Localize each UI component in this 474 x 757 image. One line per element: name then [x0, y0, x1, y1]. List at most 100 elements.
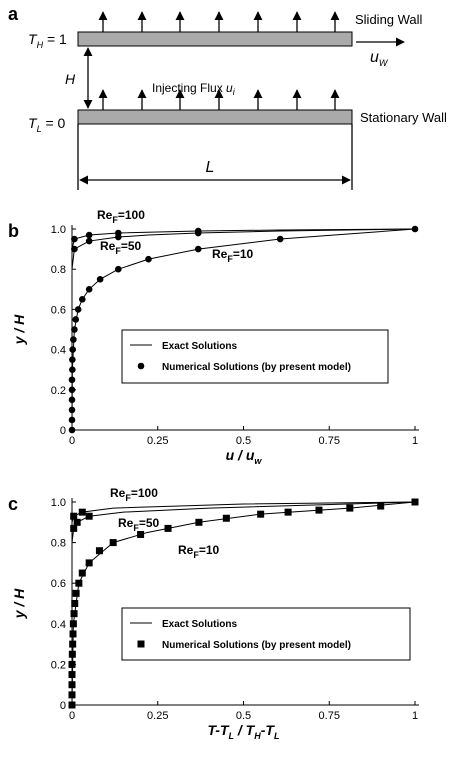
gap-label: H — [65, 71, 76, 87]
data-point — [70, 512, 78, 520]
data-point — [377, 502, 385, 510]
x-tick-label: 0.25 — [147, 435, 168, 447]
x-tick-label: 0.75 — [319, 710, 340, 722]
flux-arrows — [77, 11, 405, 190]
data-point — [68, 416, 76, 424]
diagram: a TH = 1 Sliding Wall uW H Injecting Flu… — [8, 4, 447, 190]
subscript: L — [229, 731, 235, 741]
data-point — [115, 265, 122, 273]
sliding-wall — [77, 31, 353, 47]
exact-curve — [71, 228, 416, 431]
data-point — [69, 620, 77, 628]
data-point — [68, 396, 76, 404]
data-point — [72, 316, 80, 323]
y-tick-label: 0.2 — [51, 385, 66, 397]
text-part: Re — [178, 543, 194, 557]
x-tick-label: 0.75 — [319, 435, 340, 447]
data-point — [145, 255, 152, 263]
data-point — [78, 508, 86, 516]
x-tick-label: 0 — [69, 435, 75, 447]
data-point — [85, 559, 93, 567]
text-part: T-T — [208, 722, 230, 738]
y-tick-label: 0.8 — [51, 264, 66, 276]
text-part: -T — [261, 722, 276, 738]
data-point — [109, 539, 117, 547]
data-point — [85, 286, 93, 293]
exact-curve — [71, 501, 416, 706]
x-tick-label: 0.5 — [236, 710, 251, 722]
top-temperature: TH = 1 — [28, 31, 67, 50]
annotation: ReF=10 — [178, 543, 220, 560]
x-tick-label: 0 — [69, 710, 75, 722]
text-part: Re — [110, 486, 126, 500]
x-axis-label: u / uw — [226, 447, 263, 466]
data-point — [95, 547, 103, 555]
legend-label: Numerical Solutions (by present model) — [162, 362, 351, 373]
data-point — [72, 589, 80, 597]
data-point — [115, 233, 122, 241]
y-tick-label: 1.0 — [51, 497, 66, 509]
data-point — [194, 245, 202, 253]
x-tick-label: 1 — [412, 710, 418, 722]
text-part: Re — [97, 208, 113, 222]
data-point — [195, 518, 203, 526]
data-point — [68, 691, 76, 699]
data-point — [68, 406, 76, 414]
data-point — [70, 610, 78, 618]
y-tick-label: 0.4 — [51, 619, 66, 631]
legend-box — [121, 329, 389, 384]
text-part: u / u — [226, 447, 255, 463]
data-point — [194, 229, 202, 237]
data-point — [411, 498, 419, 506]
text-part: =10 — [233, 247, 254, 261]
y-tick-label: 0.4 — [51, 345, 66, 357]
x-axis-label: T-TL / TH-TL — [208, 722, 280, 741]
data-point — [85, 512, 93, 520]
panel-label: a — [8, 4, 19, 24]
exact-curve — [71, 501, 416, 705]
text-part: =100 — [118, 208, 145, 222]
annotation: ReF=100 — [97, 208, 145, 225]
stationary-wall-label: Stationary Wall — [360, 110, 447, 125]
data-point — [71, 235, 78, 243]
text-part: / T — [234, 722, 256, 738]
text-part: =50 — [139, 516, 160, 530]
y-tick-label: 0 — [60, 700, 66, 712]
data-point — [71, 600, 79, 607]
data-point — [164, 524, 172, 532]
x-tick-label: 1 — [412, 435, 418, 447]
data-point — [69, 366, 76, 374]
legend-box — [121, 607, 411, 661]
panel-label: c — [8, 494, 18, 514]
data-point — [68, 671, 76, 679]
annotation: ReF=100 — [110, 486, 158, 503]
data-point — [68, 681, 76, 689]
sliding-wall-label: Sliding Wall — [355, 12, 423, 27]
data-point — [68, 376, 76, 384]
data-point — [257, 510, 265, 518]
exact-curve — [71, 501, 416, 705]
legend-marker — [137, 362, 145, 370]
data-point — [85, 231, 93, 239]
text-part: Re — [118, 516, 134, 530]
data-point — [71, 326, 78, 333]
data-point — [315, 506, 323, 514]
y-tick-label: 1.0 — [51, 224, 66, 236]
flux-label: Injecting Flux ui — [152, 81, 236, 97]
subscript: F — [227, 254, 233, 264]
data-point — [346, 504, 354, 512]
data-point — [276, 235, 284, 243]
subscript: F — [115, 246, 121, 256]
data-point — [69, 346, 76, 353]
y-tick-label: 0.2 — [51, 659, 66, 671]
subscript: F — [133, 523, 139, 533]
annotation: ReF=10 — [212, 247, 254, 264]
y-axis-label: y / H — [11, 314, 27, 345]
velocity-label: uW — [370, 49, 389, 68]
data-point — [78, 296, 86, 303]
y-tick-label: 0.6 — [51, 578, 66, 590]
stationary-wall — [77, 109, 353, 125]
data-point — [74, 306, 82, 313]
data-point — [73, 518, 81, 526]
data-point — [69, 630, 77, 638]
